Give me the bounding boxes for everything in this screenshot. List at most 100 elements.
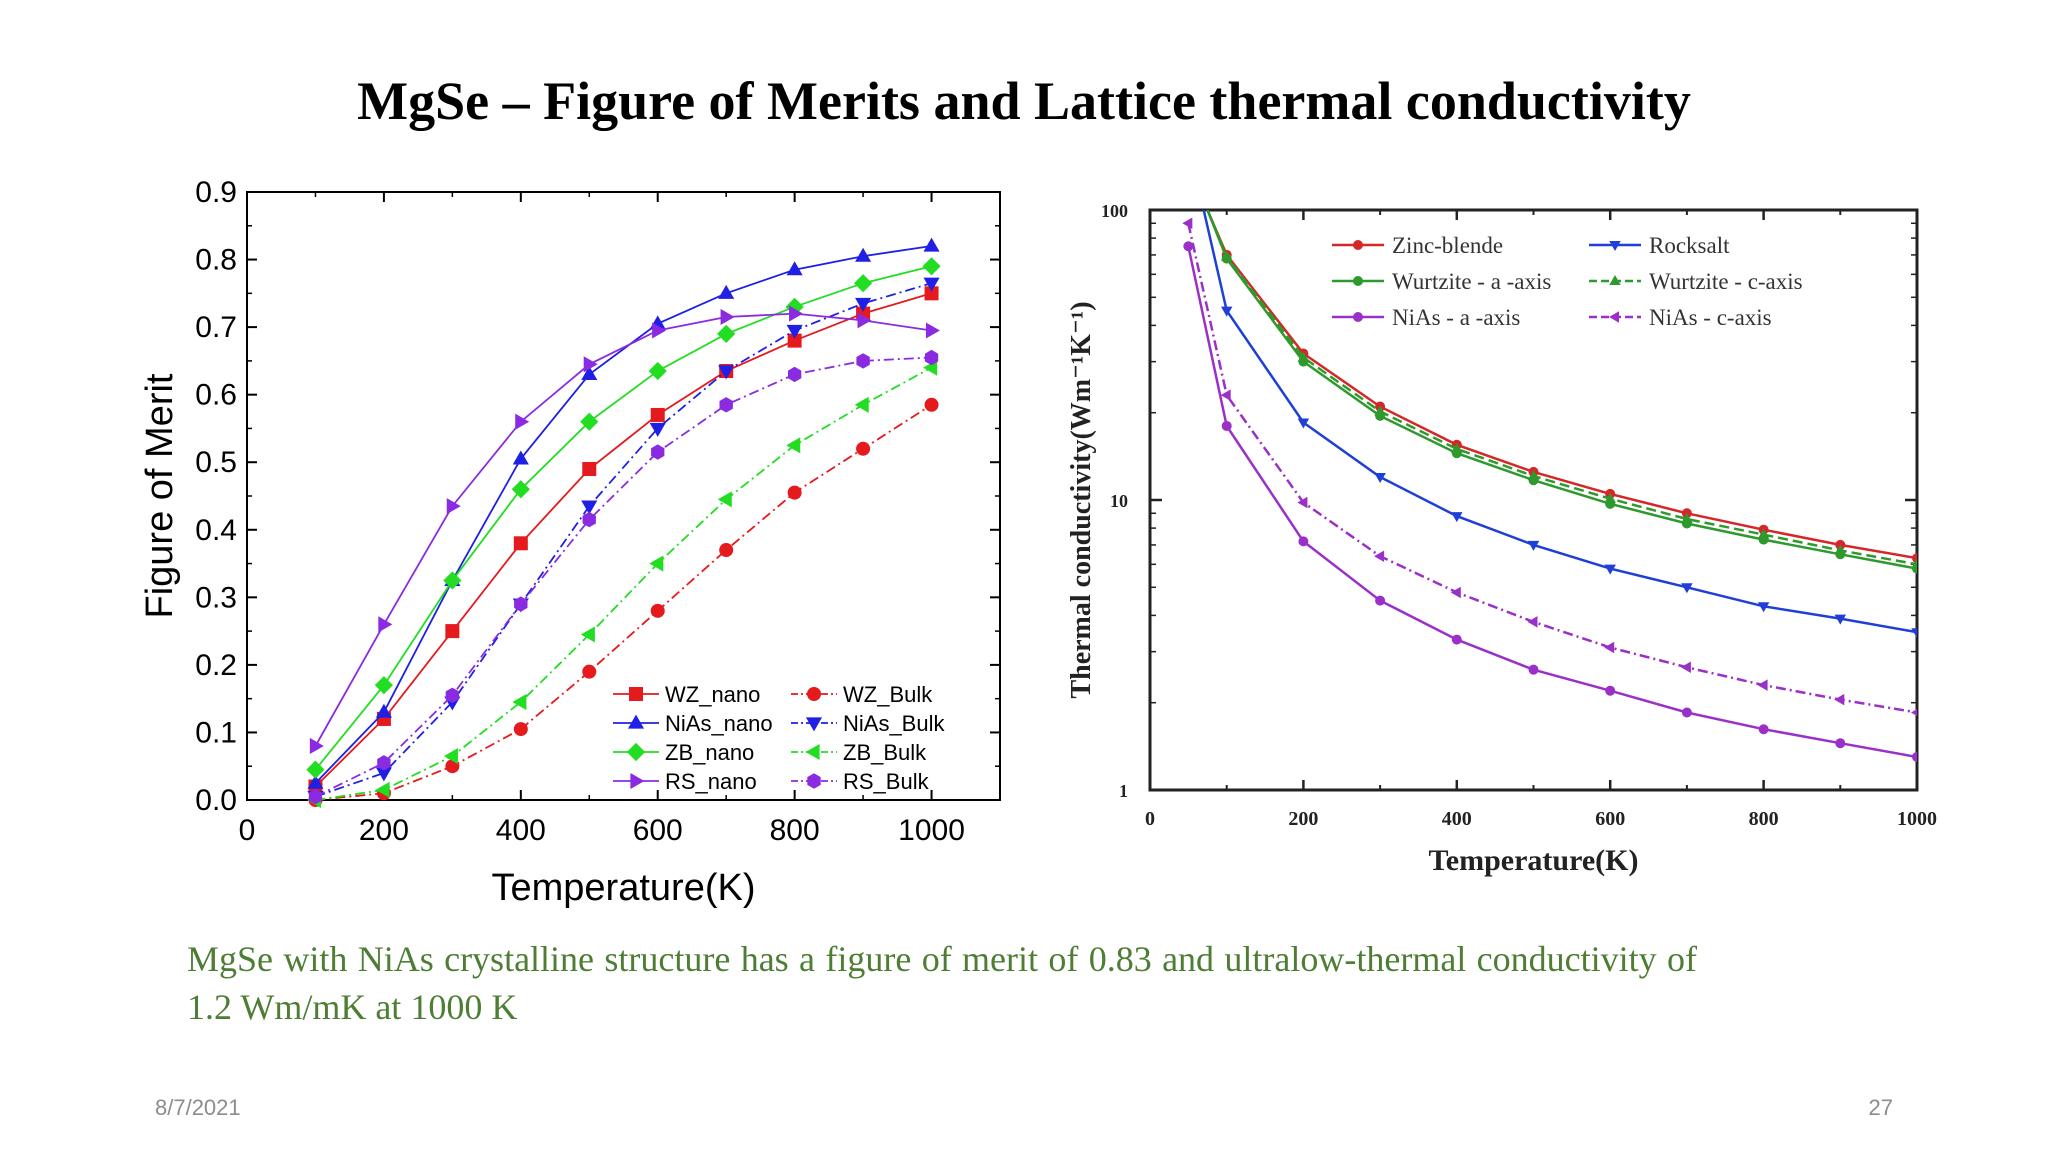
series-zb-bulk (307, 359, 938, 809)
x-axis-label: Temperature(K) (492, 867, 756, 909)
y-tick-label: 0.9 (195, 176, 237, 209)
data-point (650, 407, 665, 422)
series-rocksalt (1202, 210, 1917, 639)
legend-label: WZ_Bulk (843, 682, 933, 707)
series-line (314, 312, 932, 747)
series-wurtzite-a-axis (1206, 210, 1917, 574)
data-point (375, 703, 392, 718)
legend-label: Rocksalt (1649, 233, 1730, 258)
data-point (308, 788, 323, 805)
x-tick-label: 800 (770, 814, 820, 847)
data-point (1912, 751, 1917, 762)
legend-label: RS_Bulk (843, 769, 930, 794)
series-line (314, 265, 932, 771)
y-tick-label: 0.4 (195, 514, 237, 547)
series-line (1202, 210, 1917, 634)
data-point (443, 571, 462, 590)
legend-label: ZB_Bulk (843, 740, 927, 765)
slide-caption: MgSe with NiAs crystalline structure has… (187, 939, 1697, 1027)
data-point (651, 444, 665, 460)
data-point (1297, 351, 1310, 362)
data-point (580, 412, 599, 431)
data-point (786, 437, 801, 454)
data-point (924, 286, 939, 301)
legend-label: NiAs_Bulk (843, 711, 945, 736)
data-point (1834, 544, 1847, 555)
plot-frame (1148, 208, 1919, 792)
thermal-conductivity-chart: 0 200 400 600 800 1000 1 10 100 Temperature(K) The… (1066, 201, 1937, 877)
data-point (1451, 634, 1462, 645)
data-point (786, 261, 803, 276)
data-point (1681, 583, 1693, 594)
series-line (1206, 210, 1917, 560)
data-point (923, 277, 940, 292)
legend-marker (807, 687, 821, 701)
x-axis-label: Temperature(K) (1429, 844, 1639, 877)
data-point (582, 461, 597, 476)
data-point (1450, 586, 1461, 599)
data-point (513, 722, 528, 737)
y-tick-label: 1 (1119, 781, 1128, 801)
data-point (855, 297, 872, 312)
data-point (787, 485, 802, 500)
data-point (648, 361, 667, 381)
data-point (377, 755, 391, 771)
y-tick-label: 0.1 (195, 716, 237, 749)
legend-marker (627, 714, 645, 729)
data-point (1183, 241, 1194, 252)
y-tick-label: 100 (1101, 201, 1128, 221)
data-point (1298, 536, 1309, 547)
y-axis-label: Figure of Merit (139, 373, 181, 618)
legend-label: Wurtzite - c-axis (1649, 269, 1803, 294)
series-nias-nano (307, 237, 940, 789)
legend-marker (1353, 276, 1363, 286)
series-line (1187, 245, 1917, 759)
data-point (857, 312, 872, 329)
data-point (512, 693, 527, 711)
data-point (512, 450, 529, 465)
series-nias-a-axis (1183, 241, 1917, 762)
figure-of-merit-chart: 0 200 400 600 800 1000 0.0 0.1 0.2 0.3 0.4 0.5 0.6 0.… (139, 176, 1001, 909)
x-tick-label: 1000 (898, 814, 965, 847)
data-point (1375, 595, 1386, 606)
x-tick-label: 0 (1145, 808, 1155, 830)
data-point (1605, 685, 1616, 696)
data-point (925, 322, 940, 339)
series-rs-bulk (308, 349, 939, 805)
data-point (374, 676, 394, 695)
data-point (1220, 389, 1231, 401)
x-tick-label: 600 (633, 814, 683, 847)
y-tick-label: 0.8 (195, 244, 237, 277)
data-point (1297, 496, 1308, 509)
data-point (856, 353, 870, 369)
data-point (652, 322, 667, 339)
data-point (1834, 614, 1847, 625)
data-point (1374, 473, 1386, 484)
data-point (1911, 709, 1917, 716)
data-point (1527, 540, 1540, 551)
legend-marker (1353, 312, 1363, 322)
data-point (649, 555, 664, 572)
data-point (445, 624, 460, 639)
data-point (1374, 550, 1385, 562)
y-tick-label: 0.0 (195, 784, 237, 817)
data-point (720, 308, 735, 326)
series-line (315, 356, 932, 798)
data-point (1757, 679, 1768, 691)
data-point (923, 237, 940, 252)
data-point (924, 397, 939, 412)
x-tick-label: 1000 (1897, 808, 1937, 830)
legend-marker (805, 717, 823, 732)
legend-label: Zinc-blende (1392, 233, 1503, 258)
data-point (309, 737, 324, 755)
data-point (581, 500, 598, 515)
legend-label: Wurtzite - a -axis (1392, 269, 1551, 294)
y-tick-label: 0.6 (195, 379, 237, 412)
data-point (1182, 217, 1193, 230)
data-point (307, 774, 324, 789)
series-line (1187, 223, 1917, 714)
data-point (306, 760, 325, 779)
y-axis-label: Thermal conductivity(Wm⁻¹K⁻¹) (1066, 301, 1097, 698)
data-point (582, 664, 597, 679)
